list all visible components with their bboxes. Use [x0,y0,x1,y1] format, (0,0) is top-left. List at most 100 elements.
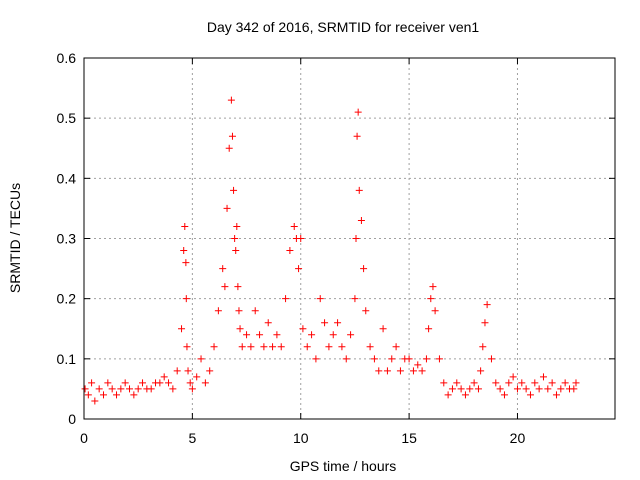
data-point [329,331,337,339]
data-point [104,379,112,387]
data-point [165,379,173,387]
data-point [188,385,196,393]
y-tick-group: 0 0.1 0.2 0.3 0.4 0.5 0.6 [57,50,615,427]
data-point [552,391,560,399]
data-point [182,259,190,267]
data-point [169,385,177,393]
data-point [286,247,294,255]
y-tick-label: 0.2 [57,291,77,307]
data-point [95,385,103,393]
data-point [474,385,482,393]
data-point [91,397,99,405]
data-points [81,96,580,405]
data-point [513,385,521,393]
data-point [522,385,530,393]
data-point [316,295,324,303]
data-point [134,385,142,393]
data-point [238,343,246,351]
data-point [496,385,504,393]
data-point [548,379,556,387]
data-point [405,355,413,363]
data-point [173,367,181,375]
y-tick-label: 0.4 [57,170,77,186]
data-point [379,325,387,333]
data-point [440,379,448,387]
data-point [184,367,192,375]
data-point [227,96,235,104]
data-point [299,325,307,333]
data-point [228,132,236,140]
data-point [483,301,491,309]
data-point [392,343,400,351]
x-tick-label: 20 [510,430,526,446]
data-point [448,385,456,393]
y-tick-label: 0.5 [57,110,77,126]
data-point [121,379,129,387]
data-point [126,385,134,393]
data-point [487,355,495,363]
y-tick-label: 0.1 [57,351,77,367]
data-point [461,391,469,399]
data-point [544,385,552,393]
data-point [100,391,108,399]
data-point [156,379,164,387]
data-point [290,222,298,230]
data-point [282,295,290,303]
data-point [325,343,333,351]
data-point [183,343,191,351]
data-point [354,108,362,116]
data-point [353,132,361,140]
data-point [425,325,433,333]
data-point [225,144,233,152]
data-point [113,391,121,399]
data-point [481,319,489,327]
data-point [117,385,125,393]
data-point [235,307,243,315]
x-tick-label: 10 [293,430,309,446]
data-point [429,283,437,291]
data-point [251,307,259,315]
data-point [362,307,370,315]
y-axis-label: SRMTID / TECUs [7,183,23,293]
data-point [414,361,422,369]
data-point [466,385,474,393]
data-point [334,319,342,327]
data-point [375,367,383,375]
y-tick-label: 0.3 [57,231,77,247]
data-point [206,367,214,375]
data-point [444,391,452,399]
data-point [233,222,241,230]
data-point [418,367,426,375]
data-point [219,265,227,273]
data-point [273,331,281,339]
data-point [221,283,229,291]
data-point [130,391,138,399]
data-point [409,367,417,375]
data-point [230,186,238,194]
data-point [457,385,465,393]
data-point [453,379,461,387]
data-point [312,355,320,363]
data-point [347,331,355,339]
data-point [383,367,391,375]
data-point [197,355,205,363]
data-point [557,385,565,393]
data-point [256,331,264,339]
data-point [232,247,240,255]
y-tick-label: 0.6 [57,50,77,66]
data-point [352,235,360,242]
data-point [139,379,147,387]
data-point [264,319,272,327]
data-point [351,295,359,303]
y-tick-label: 0 [68,411,76,427]
data-point [214,307,222,315]
data-point [186,379,194,387]
data-point [435,355,443,363]
x-tick-label: 5 [188,430,196,446]
data-point [396,367,404,375]
data-point [260,343,268,351]
x-axis-label: GPS time / hours [290,458,397,474]
data-point [561,379,569,387]
data-point [231,235,239,242]
x-tick-group: 0 5 10 15 20 [80,58,525,446]
